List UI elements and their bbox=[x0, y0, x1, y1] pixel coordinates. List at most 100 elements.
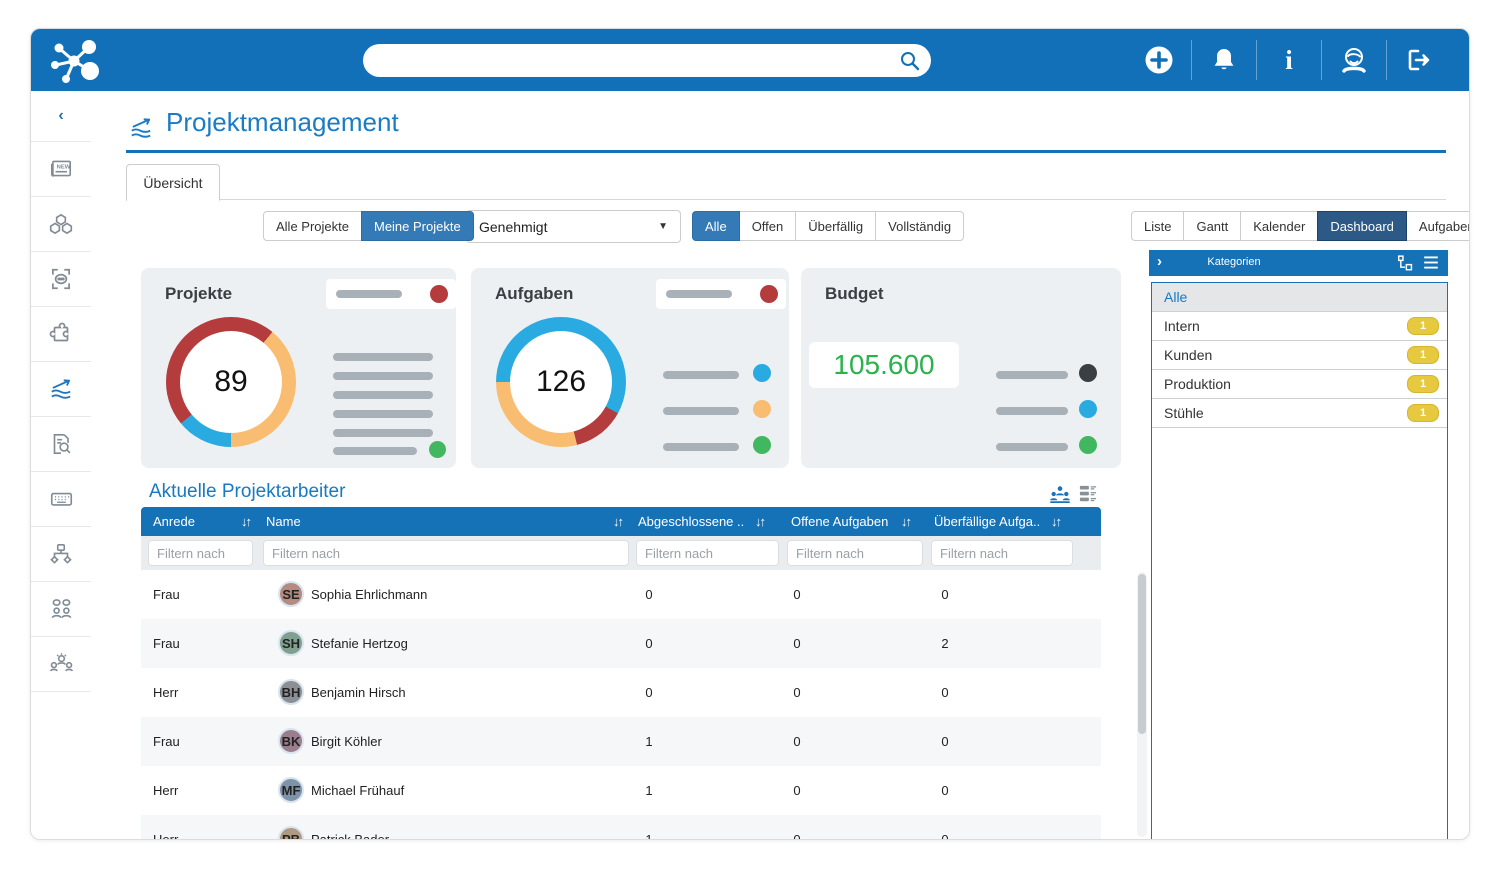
table-row[interactable]: Frau BK Birgit Köhler 1 0 0 bbox=[141, 717, 1101, 766]
filter-input-name[interactable] bbox=[263, 540, 629, 566]
search-icon[interactable] bbox=[899, 50, 920, 71]
notifications-button[interactable] bbox=[1192, 29, 1256, 91]
filter-input-offene[interactable] bbox=[787, 540, 923, 566]
filter-vollstaendig-button[interactable]: Vollständig bbox=[875, 211, 964, 241]
scrollbar-thumb[interactable] bbox=[1138, 574, 1146, 734]
legend-bar bbox=[336, 290, 402, 298]
view-kalender-button[interactable]: Kalender bbox=[1240, 211, 1318, 241]
sort-icon-anrede[interactable]: ↓↑ bbox=[241, 514, 250, 529]
avatar: BK bbox=[278, 728, 304, 754]
sidebar-item-modules[interactable] bbox=[31, 197, 91, 252]
app-window: i ‹ NEW bbox=[30, 28, 1470, 840]
filter-input-abgeschlossene[interactable] bbox=[636, 540, 779, 566]
projekte-donut-chart[interactable]: 89 bbox=[166, 317, 296, 447]
column-abgeschlossene[interactable]: Abgeschlossene .. bbox=[638, 514, 744, 529]
category-item-alle[interactable]: Alle bbox=[1152, 283, 1447, 312]
cell-abgeschlossene: 0 bbox=[629, 587, 669, 602]
cell-abgeschlossene: 1 bbox=[629, 734, 669, 749]
legend-bar bbox=[666, 290, 732, 298]
category-item-stuehle[interactable]: Stühle 1 bbox=[1152, 399, 1447, 428]
table-filter-row bbox=[141, 536, 1101, 570]
column-name[interactable]: Name bbox=[266, 514, 301, 529]
sidebar-item-org-chart[interactable] bbox=[31, 527, 91, 582]
svg-text:NEW: NEW bbox=[57, 164, 71, 170]
projekte-legend-highlight[interactable] bbox=[326, 279, 456, 309]
cell-abgeschlossene: 0 bbox=[629, 636, 669, 651]
cell-anrede: Frau bbox=[153, 734, 180, 749]
category-label: Kunden bbox=[1164, 347, 1212, 363]
view-gantt-button[interactable]: Gantt bbox=[1183, 211, 1241, 241]
table-row[interactable]: Herr BH Benjamin Hirsch 0 0 0 bbox=[141, 668, 1101, 717]
avatar-initials: PB bbox=[282, 832, 300, 840]
table-row[interactable]: Frau SH Stefanie Hertzog 0 0 2 bbox=[141, 619, 1101, 668]
sort-icon-offene[interactable]: ↓↑ bbox=[901, 514, 910, 529]
cell-anrede: Herr bbox=[153, 783, 178, 798]
info-button[interactable]: i bbox=[1257, 29, 1321, 91]
sidebar-item-group-chat[interactable] bbox=[31, 252, 91, 307]
table-row[interactable]: Herr MF Michael Frühauf 1 0 0 bbox=[141, 766, 1101, 815]
cell-ueberfaellige: 0 bbox=[925, 832, 965, 839]
sidebar-item-project-management[interactable] bbox=[31, 362, 91, 417]
sidebar-item-plugin[interactable] bbox=[31, 307, 91, 362]
detail-list-icon[interactable] bbox=[1079, 485, 1097, 503]
add-button[interactable] bbox=[1127, 29, 1191, 91]
cell-ueberfaellige: 2 bbox=[925, 636, 965, 651]
column-ueberfaellige[interactable]: Überfällige Aufga.. bbox=[934, 514, 1040, 529]
view-dashboard-button[interactable]: Dashboard bbox=[1317, 211, 1407, 241]
category-label: Alle bbox=[1164, 289, 1187, 305]
category-item-intern[interactable]: Intern 1 bbox=[1152, 312, 1447, 341]
cell-offene: 0 bbox=[777, 783, 817, 798]
cell-ueberfaellige: 0 bbox=[925, 587, 965, 602]
sidebar-item-keyboard[interactable] bbox=[31, 472, 91, 527]
chevron-down-icon: ▼ bbox=[658, 221, 668, 232]
avatar: SE bbox=[278, 581, 304, 607]
cell-offene: 0 bbox=[777, 636, 817, 651]
sidebar-collapse-button[interactable]: ‹ bbox=[31, 91, 91, 142]
group-chat-icon bbox=[48, 266, 74, 292]
table-row[interactable]: Herr PB Patrick Bader 1 0 0 bbox=[141, 815, 1101, 839]
tab-uebersicht[interactable]: Übersicht bbox=[126, 164, 220, 201]
meine-projekte-button[interactable]: Meine Projekte bbox=[361, 211, 474, 241]
aufgaben-legend-highlight[interactable] bbox=[656, 279, 786, 309]
task-filter-group: Alle Offen Überfällig Vollständig bbox=[692, 211, 964, 241]
category-item-produktion[interactable]: Produktion 1 bbox=[1152, 370, 1447, 399]
sidebar-item-crowd[interactable] bbox=[31, 637, 91, 692]
cell-name: Stefanie Hertzog bbox=[311, 636, 408, 651]
sidebar-item-news[interactable]: NEW bbox=[31, 142, 91, 197]
filter-ueberfaellig-button[interactable]: Überfällig bbox=[795, 211, 876, 241]
avatar: SH bbox=[278, 630, 304, 656]
filter-input-anrede[interactable] bbox=[148, 540, 253, 566]
filter-offen-button[interactable]: Offen bbox=[739, 211, 797, 241]
categories-title: Kategorien bbox=[1149, 256, 1319, 268]
filter-alle-button[interactable]: Alle bbox=[692, 211, 740, 241]
category-item-kunden[interactable]: Kunden 1 bbox=[1152, 341, 1447, 370]
status-dropdown[interactable]: Genehmigt ▼ bbox=[466, 210, 681, 243]
search-input[interactable] bbox=[363, 44, 931, 77]
logout-button[interactable] bbox=[1387, 29, 1451, 91]
category-list-icon[interactable] bbox=[1422, 254, 1440, 271]
avatar-initials: SE bbox=[282, 587, 299, 602]
projekte-card-title: Projekte bbox=[165, 284, 232, 304]
sort-icon-abgeschlossene[interactable]: ↓↑ bbox=[755, 514, 764, 529]
view-liste-button[interactable]: Liste bbox=[1131, 211, 1184, 241]
view-aufgaben-button[interactable]: Aufgaben bbox=[1406, 211, 1470, 241]
legend-bar bbox=[663, 371, 739, 379]
column-offene[interactable]: Offene Aufgaben bbox=[791, 514, 888, 529]
app-logo-network-icon[interactable] bbox=[47, 36, 105, 84]
cell-offene: 0 bbox=[777, 587, 817, 602]
main-content: Projektmanagement Übersicht Alle Projekt… bbox=[91, 91, 1469, 839]
sort-icon-name[interactable]: ↓↑ bbox=[613, 514, 622, 529]
profile-button[interactable] bbox=[1322, 29, 1386, 91]
alle-projekte-button[interactable]: Alle Projekte bbox=[263, 211, 362, 241]
sidebar-item-people-chat[interactable] bbox=[31, 582, 91, 637]
filter-input-ueberfaellige[interactable] bbox=[931, 540, 1073, 566]
category-tree-icon[interactable] bbox=[1397, 254, 1414, 271]
aufgaben-donut-chart[interactable]: 126 bbox=[496, 317, 626, 447]
team-view-icon[interactable] bbox=[1049, 485, 1071, 503]
table-row[interactable]: Frau SE Sophia Ehrlichmann 0 0 0 bbox=[141, 570, 1101, 619]
sort-icon-ueberfaellige[interactable]: ↓↑ bbox=[1051, 514, 1060, 529]
column-anrede[interactable]: Anrede bbox=[153, 514, 195, 529]
table-scrollbar[interactable] bbox=[1137, 572, 1147, 837]
sidebar-item-document-search[interactable] bbox=[31, 417, 91, 472]
count-badge: 1 bbox=[1407, 346, 1439, 364]
